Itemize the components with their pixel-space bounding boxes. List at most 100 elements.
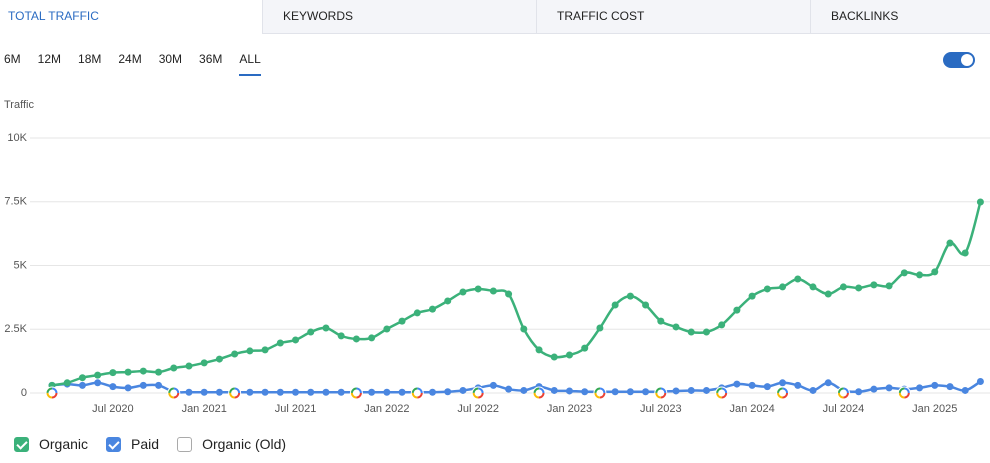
legend-item[interactable]: Organic (Old) (177, 436, 286, 452)
update-icon-arc (837, 387, 849, 399)
x-tick-label: Jul 2021 (275, 403, 317, 415)
data-point (809, 386, 817, 394)
update-icon-arc (594, 387, 606, 399)
update-icon-arc (472, 387, 484, 399)
update-icon-arc (655, 387, 667, 399)
data-point (459, 386, 467, 394)
data-point (855, 388, 863, 396)
data-point (505, 290, 513, 298)
tab[interactable]: BACKLINKS (810, 0, 990, 34)
data-point (292, 388, 300, 396)
data-point (383, 325, 391, 333)
update-icon-arc (716, 387, 728, 399)
range-button[interactable]: 24M (118, 52, 142, 66)
data-point (109, 369, 117, 377)
data-point (337, 388, 345, 396)
data-point (398, 388, 406, 396)
data-point (931, 268, 939, 276)
data-point (307, 388, 315, 396)
data-point (489, 287, 497, 295)
data-point (155, 381, 163, 389)
x-tick-label: Jan 2021 (182, 403, 227, 415)
range-button[interactable]: 18M (78, 52, 102, 66)
chart: Traffic 0 2.5K 5K 7.5K 10K Jul 2020 Jan 2021 Ju… (4, 99, 990, 415)
x-tick-label: Jan 2024 (729, 403, 774, 415)
update-icon-arc (594, 387, 606, 399)
update-icon-arc (777, 387, 789, 399)
data-point (368, 388, 376, 396)
data-point (185, 388, 193, 396)
data-point (337, 332, 345, 340)
data-point (611, 301, 619, 309)
data-point (155, 368, 163, 376)
data-point (94, 379, 102, 387)
data-point (779, 379, 787, 387)
data-point (520, 386, 528, 394)
data-point (78, 381, 86, 389)
data-point (368, 334, 376, 342)
data-point (748, 292, 756, 300)
data-point (824, 379, 832, 387)
data-point (870, 385, 878, 393)
update-icon-arc (898, 387, 910, 399)
data-point (794, 275, 802, 283)
update-icon-arc (350, 387, 362, 399)
data-point (809, 283, 817, 291)
checkbox[interactable] (106, 436, 122, 452)
update-icon-arc (229, 387, 241, 399)
data-point (231, 350, 239, 358)
update-icon-arc (777, 387, 789, 399)
data-point (200, 359, 208, 367)
data-point (444, 297, 452, 305)
data-point (672, 323, 680, 331)
data-point (215, 388, 223, 396)
data-point (824, 290, 832, 298)
tab-bar: TOTAL TRAFFIC KEYWORDS TRAFFIC COST BACK… (0, 0, 990, 35)
data-point (870, 281, 878, 289)
update-icon-arc (716, 387, 728, 399)
data-point (976, 198, 984, 206)
data-point (444, 388, 452, 396)
range-button[interactable]: 30M (158, 52, 183, 66)
data-point (185, 362, 193, 370)
update-icon-arc (655, 387, 667, 399)
data-point (413, 309, 421, 317)
data-point (322, 388, 330, 396)
data-point (976, 378, 984, 386)
data-point (626, 292, 634, 300)
range-button[interactable]: ALL (239, 52, 261, 76)
y-tick-label: 0 (21, 387, 27, 399)
x-tick-label: Jul 2022 (457, 403, 499, 415)
data-point (885, 282, 893, 290)
data-point (855, 284, 863, 292)
tab[interactable]: KEYWORDS (262, 0, 536, 34)
range-button[interactable]: 6M (4, 52, 21, 66)
x-tick-label: Jan 2023 (547, 403, 592, 415)
range-button[interactable]: 36M (199, 52, 223, 66)
data-point (429, 388, 436, 396)
update-icon-arc (168, 387, 180, 399)
data-point (961, 249, 969, 257)
data-point (459, 288, 467, 296)
data-point (763, 285, 771, 293)
range-button[interactable]: 12M (37, 52, 62, 66)
x-tick-label: Jul 2024 (823, 403, 865, 415)
y-tick-label: 10K (7, 132, 27, 144)
update-icon-arc (533, 387, 545, 399)
tab[interactable]: TRAFFIC COST (536, 0, 810, 34)
data-point (352, 335, 360, 343)
checkbox[interactable] (14, 436, 29, 452)
toggle[interactable] (943, 52, 975, 68)
legend-label: Organic (39, 436, 89, 452)
tab[interactable]: TOTAL TRAFFIC (0, 0, 262, 34)
checkbox[interactable] (177, 436, 193, 452)
data-point (931, 381, 939, 389)
legend-item[interactable]: Organic (14, 436, 88, 452)
data-point (215, 355, 223, 363)
legend: Organic Paid Organic (Old) (14, 436, 304, 452)
legend-item[interactable]: Paid (106, 436, 159, 452)
update-icon-arc (168, 387, 180, 399)
data-point (429, 305, 436, 313)
update-icon-arc (898, 387, 910, 399)
data-point (900, 269, 908, 277)
